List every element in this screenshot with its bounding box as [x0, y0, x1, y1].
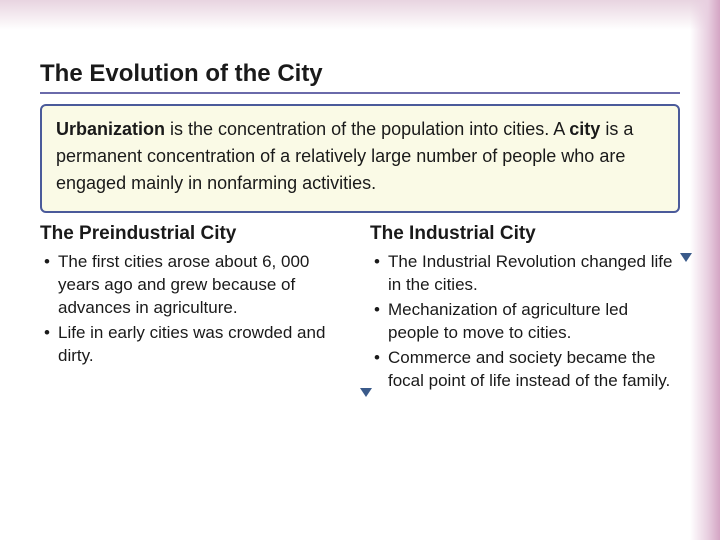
list-item: The Industrial Revolution changed life i… — [374, 251, 680, 297]
list-item: Commerce and society became the focal po… — [374, 347, 680, 393]
list-item: Life in early cities was crowded and dir… — [44, 322, 350, 368]
right-column: The Industrial City The Industrial Revol… — [370, 223, 680, 395]
definition-text-1: is the concentration of the population i… — [165, 119, 569, 139]
list-item: Mechanization of agriculture led people … — [374, 299, 680, 345]
slide-content: The Evolution of the City Urbanization i… — [0, 0, 720, 415]
right-bullets: The Industrial Revolution changed life i… — [370, 251, 680, 393]
right-heading: The Industrial City — [370, 223, 680, 245]
left-bullets: The first cities arose about 6, 000 year… — [40, 251, 350, 368]
definition-term-2: city — [569, 119, 600, 139]
list-item: The first cities arose about 6, 000 year… — [44, 251, 350, 320]
slide-title: The Evolution of the City — [40, 60, 680, 94]
left-heading: The Preindustrial City — [40, 223, 350, 245]
left-column: The Preindustrial City The first cities … — [40, 223, 350, 395]
definition-box: Urbanization is the concentration of the… — [40, 104, 680, 213]
arrow-icon — [680, 253, 692, 262]
definition-term-1: Urbanization — [56, 119, 165, 139]
columns-wrap: The Preindustrial City The first cities … — [40, 223, 680, 395]
